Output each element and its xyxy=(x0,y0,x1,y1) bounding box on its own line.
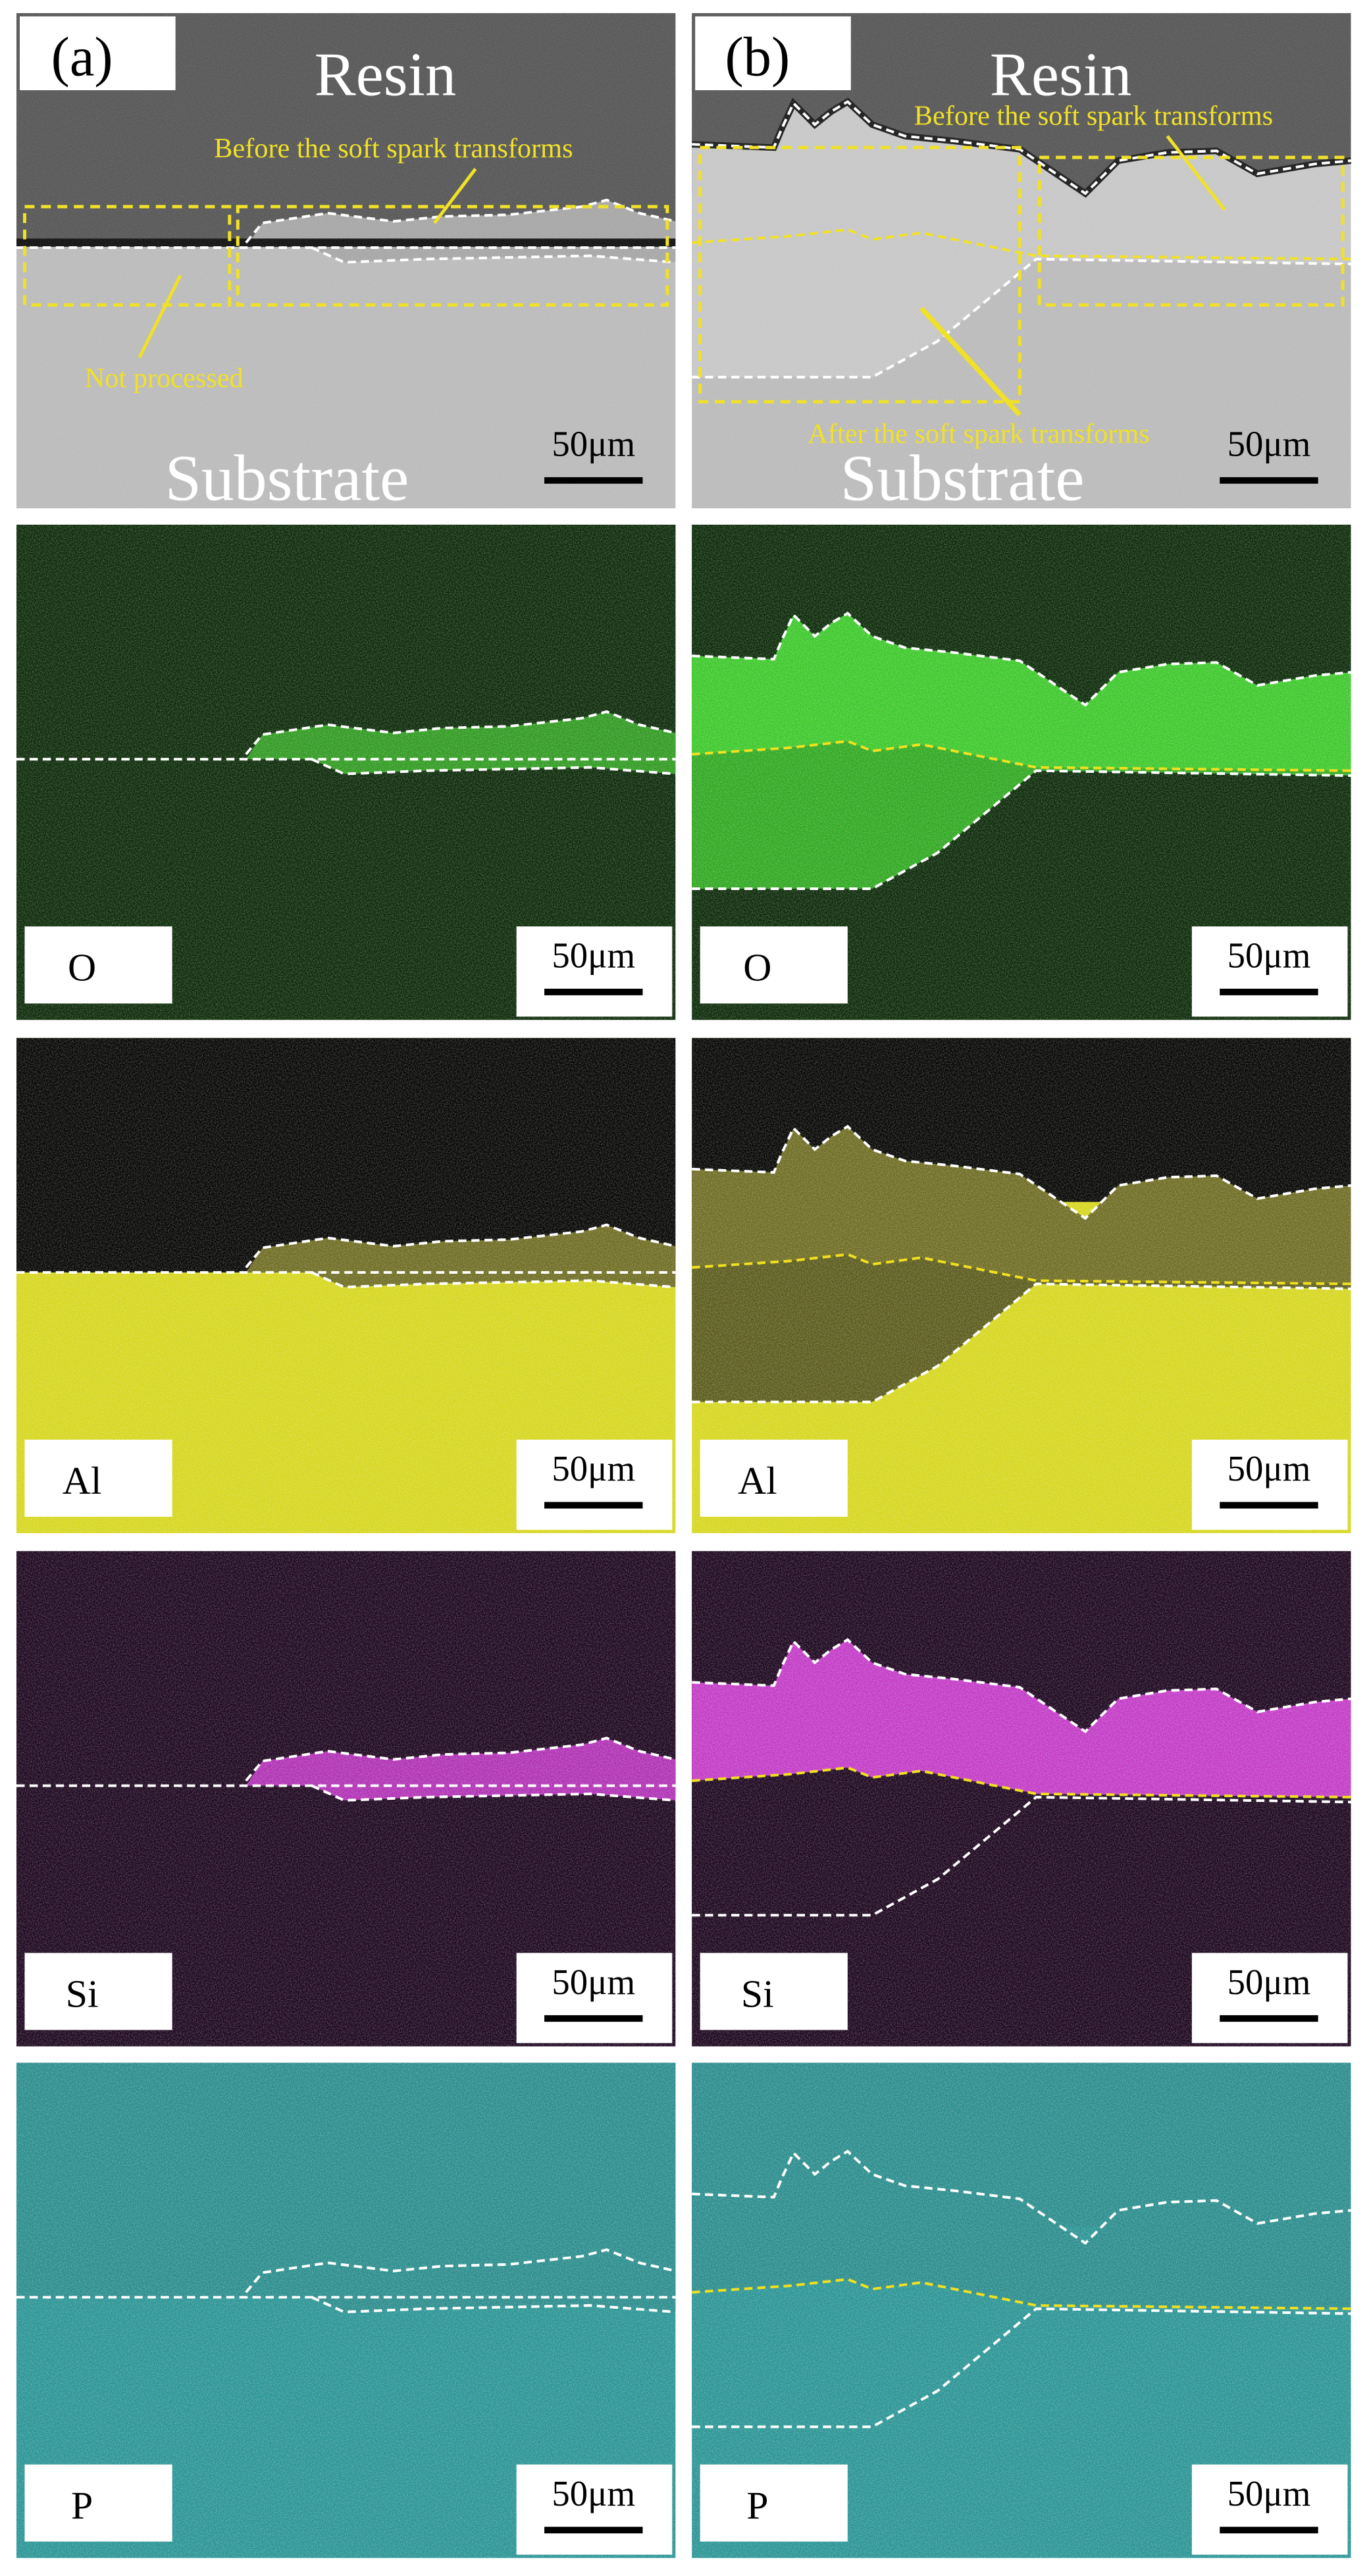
boundary xyxy=(692,1282,1351,1404)
label-box xyxy=(19,16,176,90)
scale-bar-box xyxy=(1191,926,1348,1017)
scale-bar-box xyxy=(516,926,673,1017)
eds-panel: P 50μm xyxy=(692,2063,1351,2558)
label-box xyxy=(24,1439,172,1517)
boundary xyxy=(245,1223,676,1269)
eds-panel: Al 50μm xyxy=(16,1038,676,1533)
boundary xyxy=(692,2278,1351,2310)
boundary xyxy=(692,1766,1351,1799)
boundary xyxy=(311,1271,676,1289)
label-box xyxy=(24,926,172,1004)
boundary xyxy=(692,1253,1351,1286)
panel-label: (b) xyxy=(725,27,790,88)
boundary xyxy=(692,739,1351,772)
boundary xyxy=(692,612,1351,707)
scale-bar-label: 50μm xyxy=(1227,2473,1311,2513)
region-label: Substrate xyxy=(840,442,1085,515)
region-label: Resin xyxy=(315,40,457,109)
scale-bar-label: 50μm xyxy=(552,1962,635,2002)
boundary xyxy=(692,1638,1351,1733)
scale-bar-label: 50μm xyxy=(1227,935,1311,976)
panel-label: (a) xyxy=(51,27,113,88)
element-label: Si xyxy=(66,1972,99,2016)
element-label: Si xyxy=(741,1972,774,2016)
boundary xyxy=(692,769,1351,890)
texture xyxy=(16,13,676,509)
element-label: Al xyxy=(63,1459,102,1502)
boundary xyxy=(245,2248,676,2294)
label-box xyxy=(700,1439,848,1517)
eds-panel: Al 50μm xyxy=(692,1038,1351,1533)
eds-panel: Si 50μm xyxy=(692,1551,1351,2047)
eds-panel: P 50μm xyxy=(16,2063,676,2558)
texture xyxy=(692,13,1351,509)
scale-bar-box xyxy=(1191,2464,1348,2555)
label-box xyxy=(24,2464,172,2542)
eds-panel: O 50μm xyxy=(16,525,676,1020)
element-label: O xyxy=(68,945,96,989)
boundary xyxy=(311,758,676,775)
scale-bar-label: 50μm xyxy=(1227,1962,1311,2002)
boundary xyxy=(311,2296,676,2313)
boundary xyxy=(692,2149,1351,2245)
boundary xyxy=(692,1795,1351,1917)
element-label: P xyxy=(71,2484,93,2527)
boundary xyxy=(245,1737,676,1782)
scale-bar-box xyxy=(1191,1953,1348,2043)
boundary xyxy=(692,1124,1351,1221)
scale-bar-label: 50μm xyxy=(1227,1448,1311,1488)
label-box xyxy=(700,926,848,1004)
element-label: P xyxy=(746,2484,768,2527)
region-label: Substrate xyxy=(165,442,409,515)
boundary xyxy=(245,710,676,756)
boundary xyxy=(311,1784,676,1802)
eds-panel: O 50μm xyxy=(692,525,1351,1020)
scale-bar-label: 50μm xyxy=(552,423,635,463)
boundary xyxy=(692,2307,1351,2429)
element-label: Al xyxy=(738,1459,777,1502)
scale-bar-label: 50μm xyxy=(552,1448,635,1488)
scale-bar-box xyxy=(516,1439,673,1530)
eds-panel: Si 50μm xyxy=(16,1551,676,2047)
scale-bar-label: 50μm xyxy=(1227,423,1311,463)
label-box xyxy=(695,16,851,90)
scale-bar-label: 50μm xyxy=(552,935,635,976)
scale-bar-box xyxy=(516,2464,673,2555)
scale-bar-box xyxy=(516,1953,673,2043)
label-box xyxy=(24,1953,172,2030)
label-box xyxy=(700,2464,848,2542)
scale-bar-box xyxy=(1191,1439,1348,1530)
label-box xyxy=(700,1953,848,2030)
scale-bar-label: 50μm xyxy=(552,2473,635,2513)
element-label: O xyxy=(743,945,771,989)
region-label: Resin xyxy=(990,40,1132,109)
